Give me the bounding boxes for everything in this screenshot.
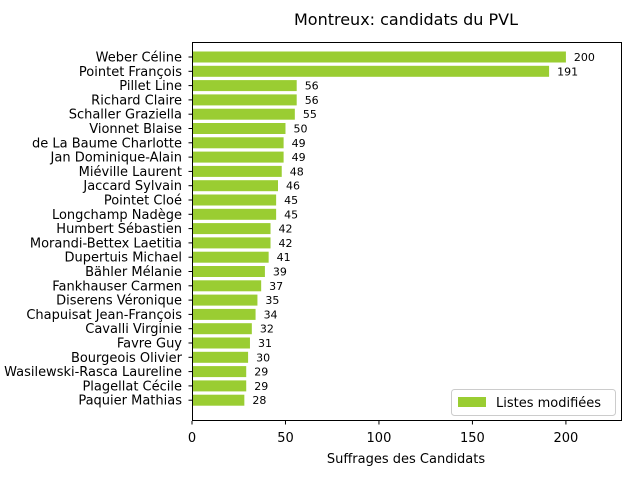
x-tick-label: 200 [553,431,578,446]
value-label: 45 [284,194,298,207]
legend-swatch [458,397,486,407]
x-axis-label: Suffrages des Candidats [327,452,486,467]
value-label: 49 [292,137,306,150]
bar [192,251,269,263]
category-label: Pillet Line [119,79,182,94]
value-label: 30 [256,351,270,364]
value-label: 29 [254,380,268,393]
category-label: Wasilewski-Rasca Laureline [4,365,182,380]
category-label: Pointet Cloé [104,194,182,209]
value-label: 32 [260,323,274,336]
bar [192,108,295,120]
value-label: 28 [252,394,266,407]
bar [192,151,284,163]
bar [192,294,258,306]
category-label: Weber Céline [96,51,182,66]
chart-title: Montreux: candidats du PVL [294,10,518,29]
value-label: 34 [264,308,278,321]
legend: Listes modifiées [451,389,616,416]
category-label: Longchamp Nadège [52,208,182,223]
category-label: Richard Claire [91,93,182,108]
value-label: 48 [290,165,304,178]
bar [192,266,265,277]
category-label: Vionnet Blaise [89,122,182,137]
bar [192,94,297,106]
value-label: 29 [254,366,268,379]
bar [192,165,282,177]
x-axis-ticks: 0 50 100 150 200 [188,421,578,446]
value-label: 56 [305,80,319,93]
bar [192,208,277,220]
category-label: Jan Dominique-Alain [50,151,182,166]
category-label: Morandi-Bettex Laetitia [30,236,182,251]
category-label: Fankhauser Carmen [52,279,182,294]
value-label: 200 [574,51,595,64]
plot-frame [192,42,622,421]
legend-label: Listes modifiées [496,396,601,411]
category-label: Miéville Laurent [79,165,182,180]
category-label: Favre Guy [117,337,182,352]
x-tick-label: 100 [367,431,392,446]
bar [192,65,550,77]
bar [192,223,271,235]
value-label: 42 [279,223,293,236]
category-label: de La Baume Charlotte [32,136,182,151]
x-tick-label: 150 [460,431,485,446]
value-label: 39 [273,266,287,279]
value-label: 37 [269,280,283,293]
category-label: Jaccard Sylvain [82,179,182,194]
bar [192,380,247,392]
bar [192,337,250,349]
bar [192,323,252,335]
bars-layer [192,51,566,406]
category-label: Chapuisat Jean-François [26,308,182,323]
value-label: 45 [284,208,298,221]
bar [192,180,278,192]
value-label: 35 [265,294,279,307]
category-label: Pointet François [79,65,182,80]
bar [192,308,256,320]
value-label: 41 [277,251,291,264]
bar [192,137,284,149]
value-label: 46 [286,180,300,193]
bar [192,237,271,249]
bar [192,123,286,134]
category-label: Diserens Véronique [56,294,182,309]
category-label: Paquier Mathias [78,394,182,409]
value-label: 56 [305,94,319,107]
value-labels: 2001915656555049494846454542424139373534… [252,51,595,407]
bar [192,366,247,378]
bar [192,351,249,363]
category-label: Humbert Sébastien [56,222,182,237]
bar [192,194,277,206]
category-label: Plagellat Cécile [82,379,182,394]
value-label: 49 [292,151,306,164]
x-tick-label: 0 [188,431,196,446]
value-label: 50 [293,123,307,136]
category-label: Bourgeois Olivier [71,351,183,366]
value-label: 31 [258,337,272,350]
value-label: 191 [557,65,578,78]
value-label: 55 [303,108,317,121]
category-label: Schaller Graziella [69,108,182,123]
x-tick-label: 50 [277,431,294,446]
category-label: Bähler Mélanie [85,265,182,280]
bar [192,280,262,292]
bar [192,80,297,92]
bar [192,51,566,63]
category-label: Dupertuis Michael [65,251,183,266]
bar [192,394,245,406]
category-label: Cavalli Virginie [85,322,182,337]
value-label: 42 [279,237,293,250]
legend-box [451,389,616,416]
